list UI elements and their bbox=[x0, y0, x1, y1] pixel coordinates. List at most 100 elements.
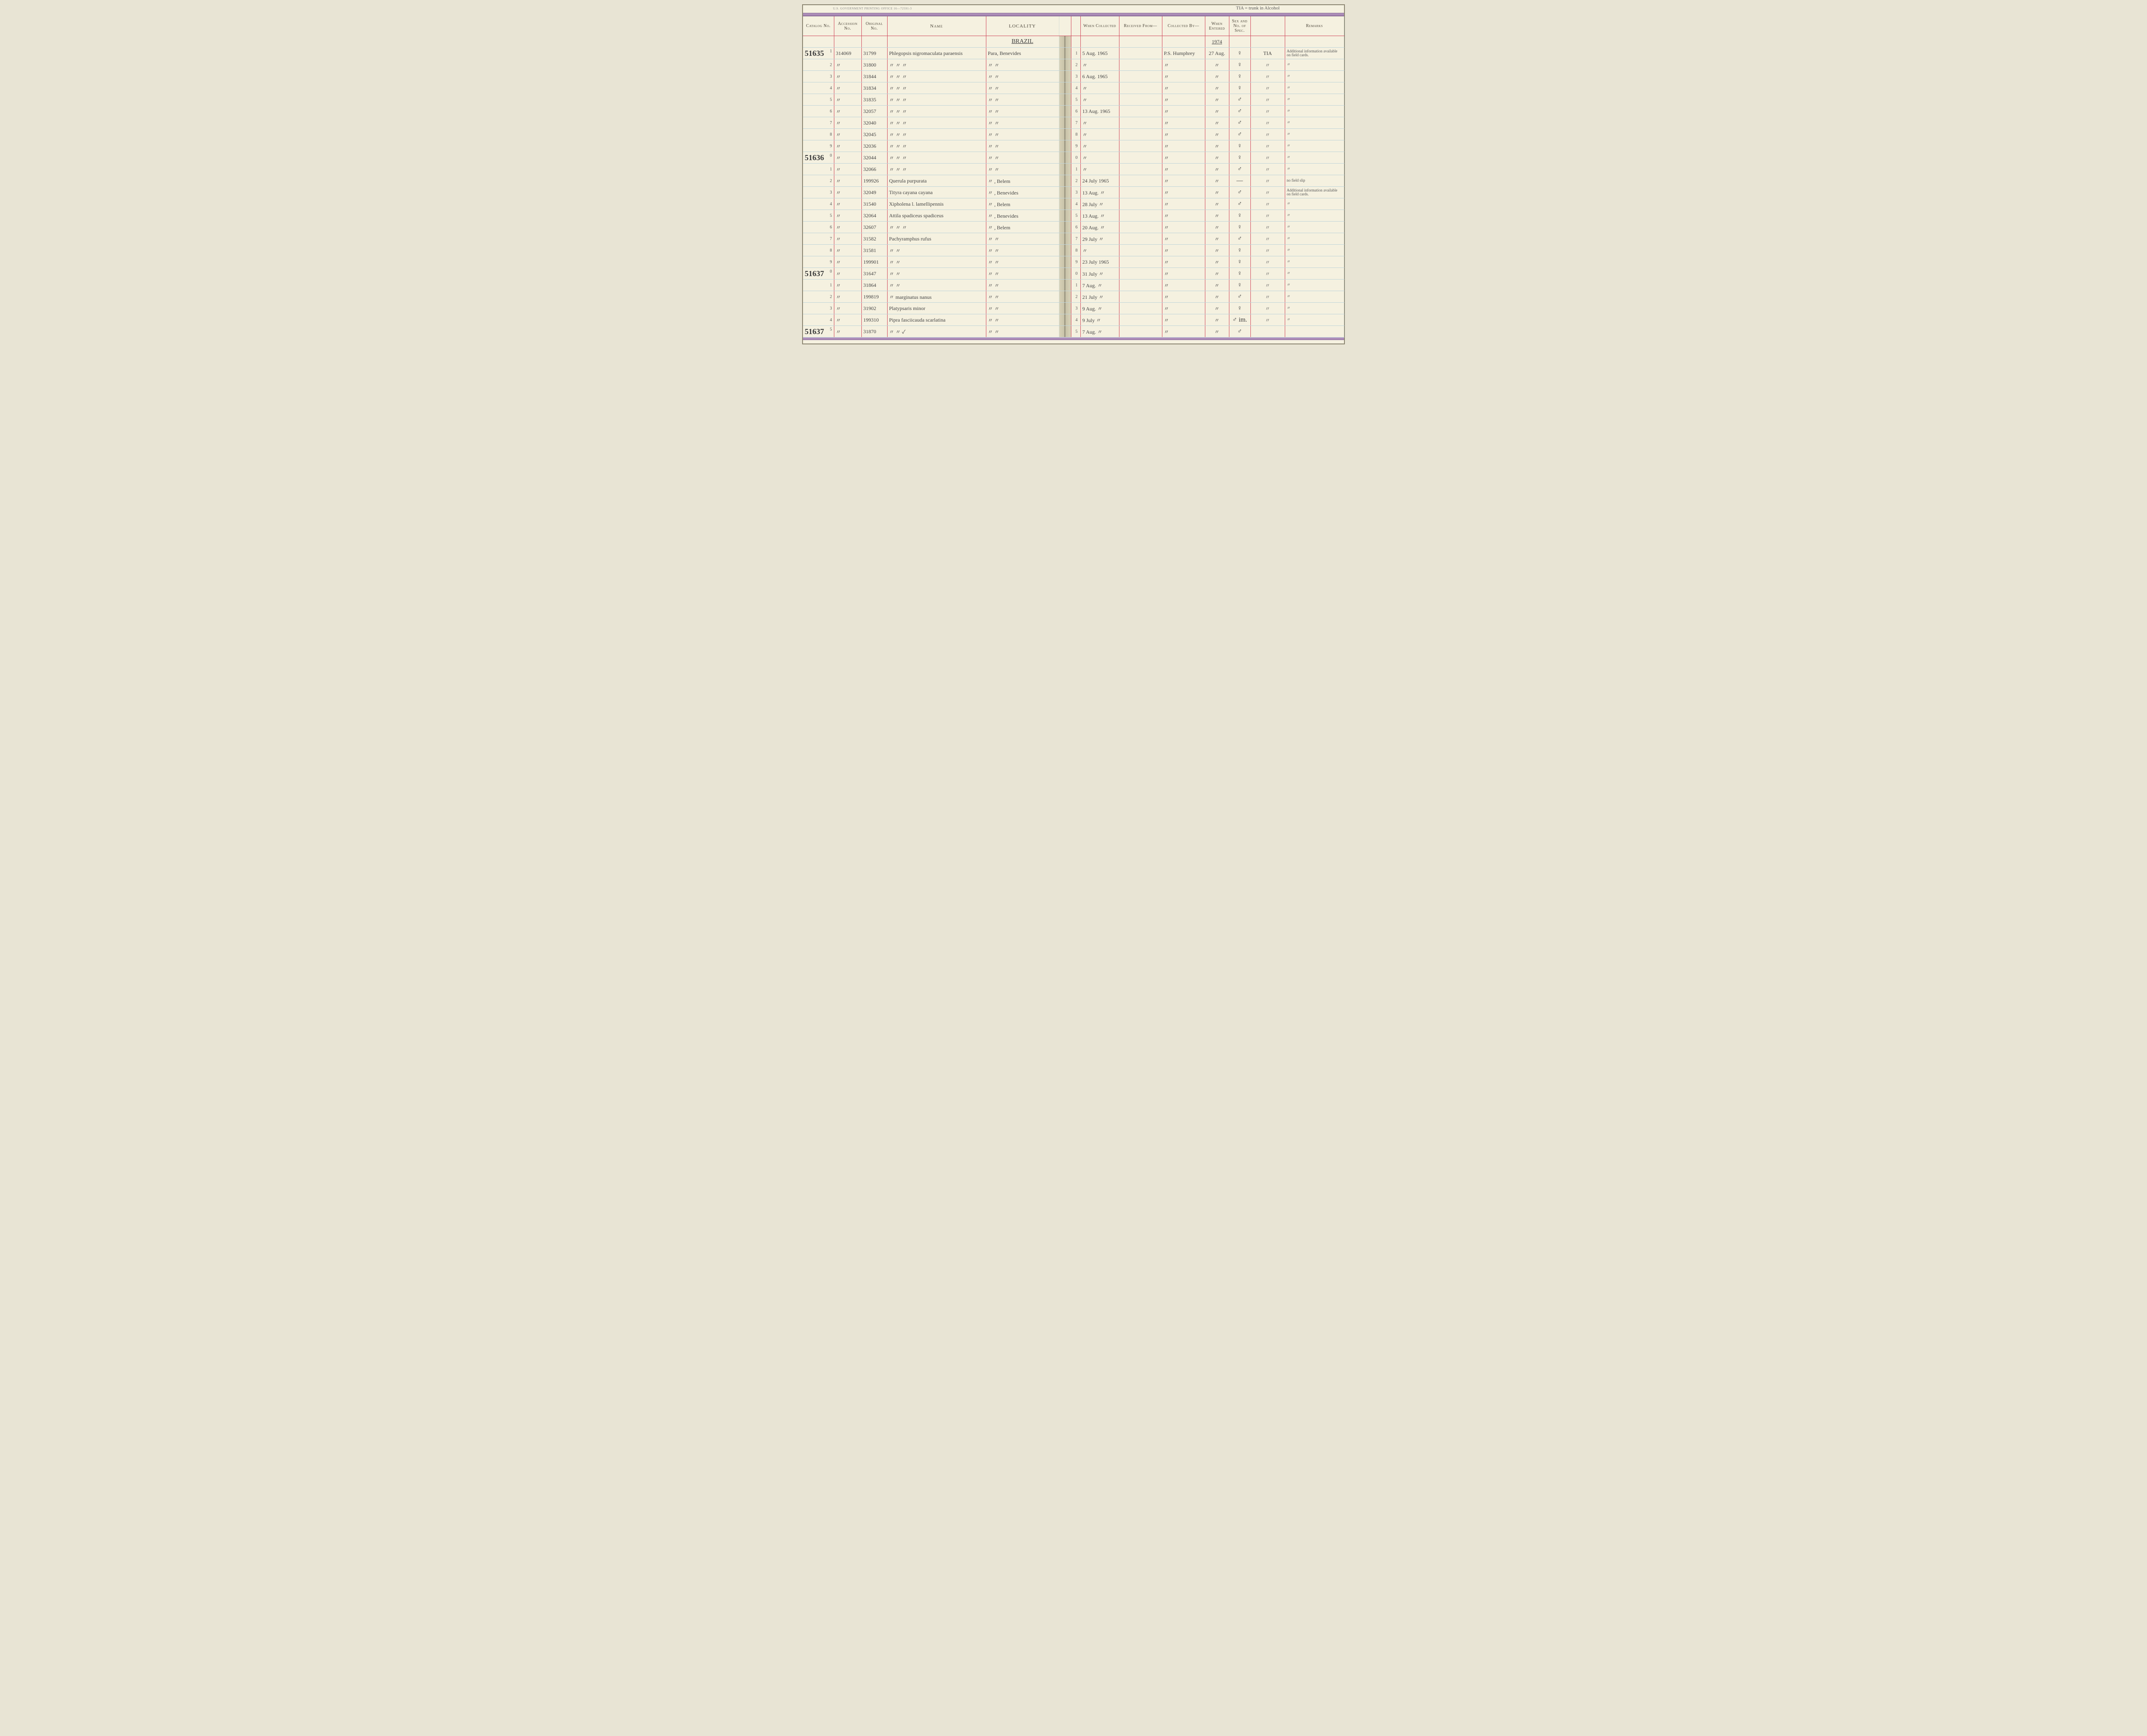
sex-cell: ♀ bbox=[1229, 59, 1250, 71]
when-entered-cell: 〃 bbox=[1205, 94, 1229, 106]
original-cell: 31844 bbox=[861, 71, 887, 82]
table-row: 4〃199310Pipra fasciicauda scarlatina〃 〃4… bbox=[803, 314, 1344, 326]
catalog-cell: 516360 bbox=[803, 152, 834, 164]
collected-by-cell: 〃 bbox=[1162, 233, 1205, 245]
tia-cell: 〃 bbox=[1250, 222, 1285, 233]
catalog-cell: 4 bbox=[803, 314, 834, 326]
when-entered-cell: 〃 bbox=[1205, 198, 1229, 210]
locality-cell: 〃 〃 bbox=[986, 71, 1059, 82]
accession-cell: 〃 bbox=[834, 280, 861, 291]
collected-by-cell: 〃 bbox=[1162, 291, 1205, 303]
collected-by-cell: 〃 bbox=[1162, 210, 1205, 222]
page-gutter bbox=[1059, 71, 1071, 82]
catalog-cell: 9 bbox=[803, 256, 834, 268]
accession-cell: 314069 bbox=[834, 48, 861, 59]
catalog-number: 51637 bbox=[805, 269, 824, 278]
sex-cell: ♂ bbox=[1229, 117, 1250, 129]
collected-by-cell: 〃 bbox=[1162, 198, 1205, 210]
sub2-cell: 0 bbox=[1071, 152, 1080, 164]
sex-cell: ♂ bbox=[1229, 198, 1250, 210]
sex-cell: ♀ bbox=[1229, 256, 1250, 268]
received-from-cell bbox=[1119, 303, 1162, 314]
original-cell: 31835 bbox=[861, 94, 887, 106]
when-collected-cell: 〃 bbox=[1080, 117, 1119, 129]
name-cell: 〃 〃 〃 bbox=[887, 94, 986, 106]
remarks-cell: 〃 bbox=[1285, 117, 1344, 129]
original-cell: 32045 bbox=[861, 129, 887, 140]
when-collected-cell: 31 July 〃 bbox=[1080, 268, 1119, 280]
catalog-cell: 3 bbox=[803, 71, 834, 82]
catalog-number: 51635 bbox=[805, 49, 824, 58]
received-from-cell bbox=[1119, 187, 1162, 198]
tia-cell: 〃 bbox=[1250, 94, 1285, 106]
name-cell: Pipra fasciicauda scarlatina bbox=[887, 314, 986, 326]
table-row: 516360〃32044〃 〃 〃〃 〃0〃〃〃♀〃〃 bbox=[803, 152, 1344, 164]
name-cell: Attila spadiceus spadiceus bbox=[887, 210, 986, 222]
catalog-sub: 0 bbox=[830, 153, 832, 158]
col-subnum bbox=[1071, 16, 1080, 36]
when-entered-cell: 〃 bbox=[1205, 233, 1229, 245]
table-row: 1〃31864〃 〃〃 〃17 Aug. 〃〃〃♀〃〃 bbox=[803, 280, 1344, 291]
col-remarks: Remarks bbox=[1285, 16, 1344, 36]
tia-cell: 〃 bbox=[1250, 280, 1285, 291]
remarks-cell: 〃 bbox=[1285, 152, 1344, 164]
sub2-cell: 4 bbox=[1071, 314, 1080, 326]
region-year: 1974 bbox=[1205, 36, 1229, 48]
when-entered-cell: 〃 bbox=[1205, 303, 1229, 314]
collected-by-cell: 〃 bbox=[1162, 129, 1205, 140]
sex-cell: ♀ bbox=[1229, 245, 1250, 256]
accession-cell: 〃 bbox=[834, 94, 861, 106]
table-row: 6〃32057〃 〃 〃〃 〃613 Aug. 1965〃〃♂〃〃 bbox=[803, 106, 1344, 117]
catalog-sub: 5 bbox=[830, 213, 832, 218]
catalog-sub: 3 bbox=[830, 74, 832, 79]
when-collected-cell: 9 July 〃 bbox=[1080, 314, 1119, 326]
sub2-cell: 1 bbox=[1071, 48, 1080, 59]
remarks-cell: 〃 bbox=[1285, 303, 1344, 314]
catalog-sub: 7 bbox=[830, 237, 832, 241]
catalog-cell: 4 bbox=[803, 82, 834, 94]
when-collected-cell: 13 Aug. 〃 bbox=[1080, 210, 1119, 222]
collected-by-cell: 〃 bbox=[1162, 82, 1205, 94]
accession-cell: 〃 bbox=[834, 245, 861, 256]
name-cell: 〃 〃 〃 bbox=[887, 117, 986, 129]
when-entered-cell: 〃 bbox=[1205, 187, 1229, 198]
when-entered-cell: 〃 bbox=[1205, 164, 1229, 175]
when-entered-cell: 〃 bbox=[1205, 291, 1229, 303]
remarks-cell: 〃 bbox=[1285, 210, 1344, 222]
sex-cell: ♂ bbox=[1229, 233, 1250, 245]
catalog-cell: 516375 bbox=[803, 326, 834, 337]
tia-cell: 〃 bbox=[1250, 210, 1285, 222]
sex-cell: ♂ bbox=[1229, 94, 1250, 106]
table-row: 3〃31902Platypsaris minor〃 〃39 Aug. 〃〃〃♀〃… bbox=[803, 303, 1344, 314]
accession-cell: 〃 bbox=[834, 256, 861, 268]
sex-cell: ♀ bbox=[1229, 303, 1250, 314]
table-row: 7〃32040〃 〃 〃〃 〃7〃〃〃♂〃〃 bbox=[803, 117, 1344, 129]
tia-cell: 〃 bbox=[1250, 129, 1285, 140]
name-cell: 〃 〃 bbox=[887, 256, 986, 268]
catalog-cell: 8 bbox=[803, 129, 834, 140]
table-row: 9〃32036〃 〃 〃〃 〃9〃〃〃♀〃〃 bbox=[803, 140, 1344, 152]
received-from-cell bbox=[1119, 140, 1162, 152]
catalog-cell: 7 bbox=[803, 117, 834, 129]
table-row: 7〃31582Pachyramphus rufus〃 〃729 July 〃〃〃… bbox=[803, 233, 1344, 245]
tia-cell: 〃 bbox=[1250, 291, 1285, 303]
tia-cell: 〃 bbox=[1250, 71, 1285, 82]
original-cell: 32044 bbox=[861, 152, 887, 164]
sub2-cell: 9 bbox=[1071, 256, 1080, 268]
received-from-cell bbox=[1119, 198, 1162, 210]
catalog-sub: 4 bbox=[830, 318, 832, 322]
sex-cell: ♀ bbox=[1229, 280, 1250, 291]
sex-cell: ♀ bbox=[1229, 268, 1250, 280]
received-from-cell bbox=[1119, 152, 1162, 164]
collected-by-cell: 〃 bbox=[1162, 117, 1205, 129]
received-from-cell bbox=[1119, 129, 1162, 140]
received-from-cell bbox=[1119, 268, 1162, 280]
table-row: 8〃31581〃 〃〃 〃8〃〃〃♀〃〃 bbox=[803, 245, 1344, 256]
footer-purple-band bbox=[803, 337, 1344, 340]
original-cell: 199926 bbox=[861, 175, 887, 187]
page-gutter bbox=[1059, 256, 1071, 268]
page-gutter bbox=[1059, 175, 1071, 187]
original-cell: 31800 bbox=[861, 59, 887, 71]
sub2-cell: 8 bbox=[1071, 245, 1080, 256]
when-collected-cell: 〃 bbox=[1080, 94, 1119, 106]
